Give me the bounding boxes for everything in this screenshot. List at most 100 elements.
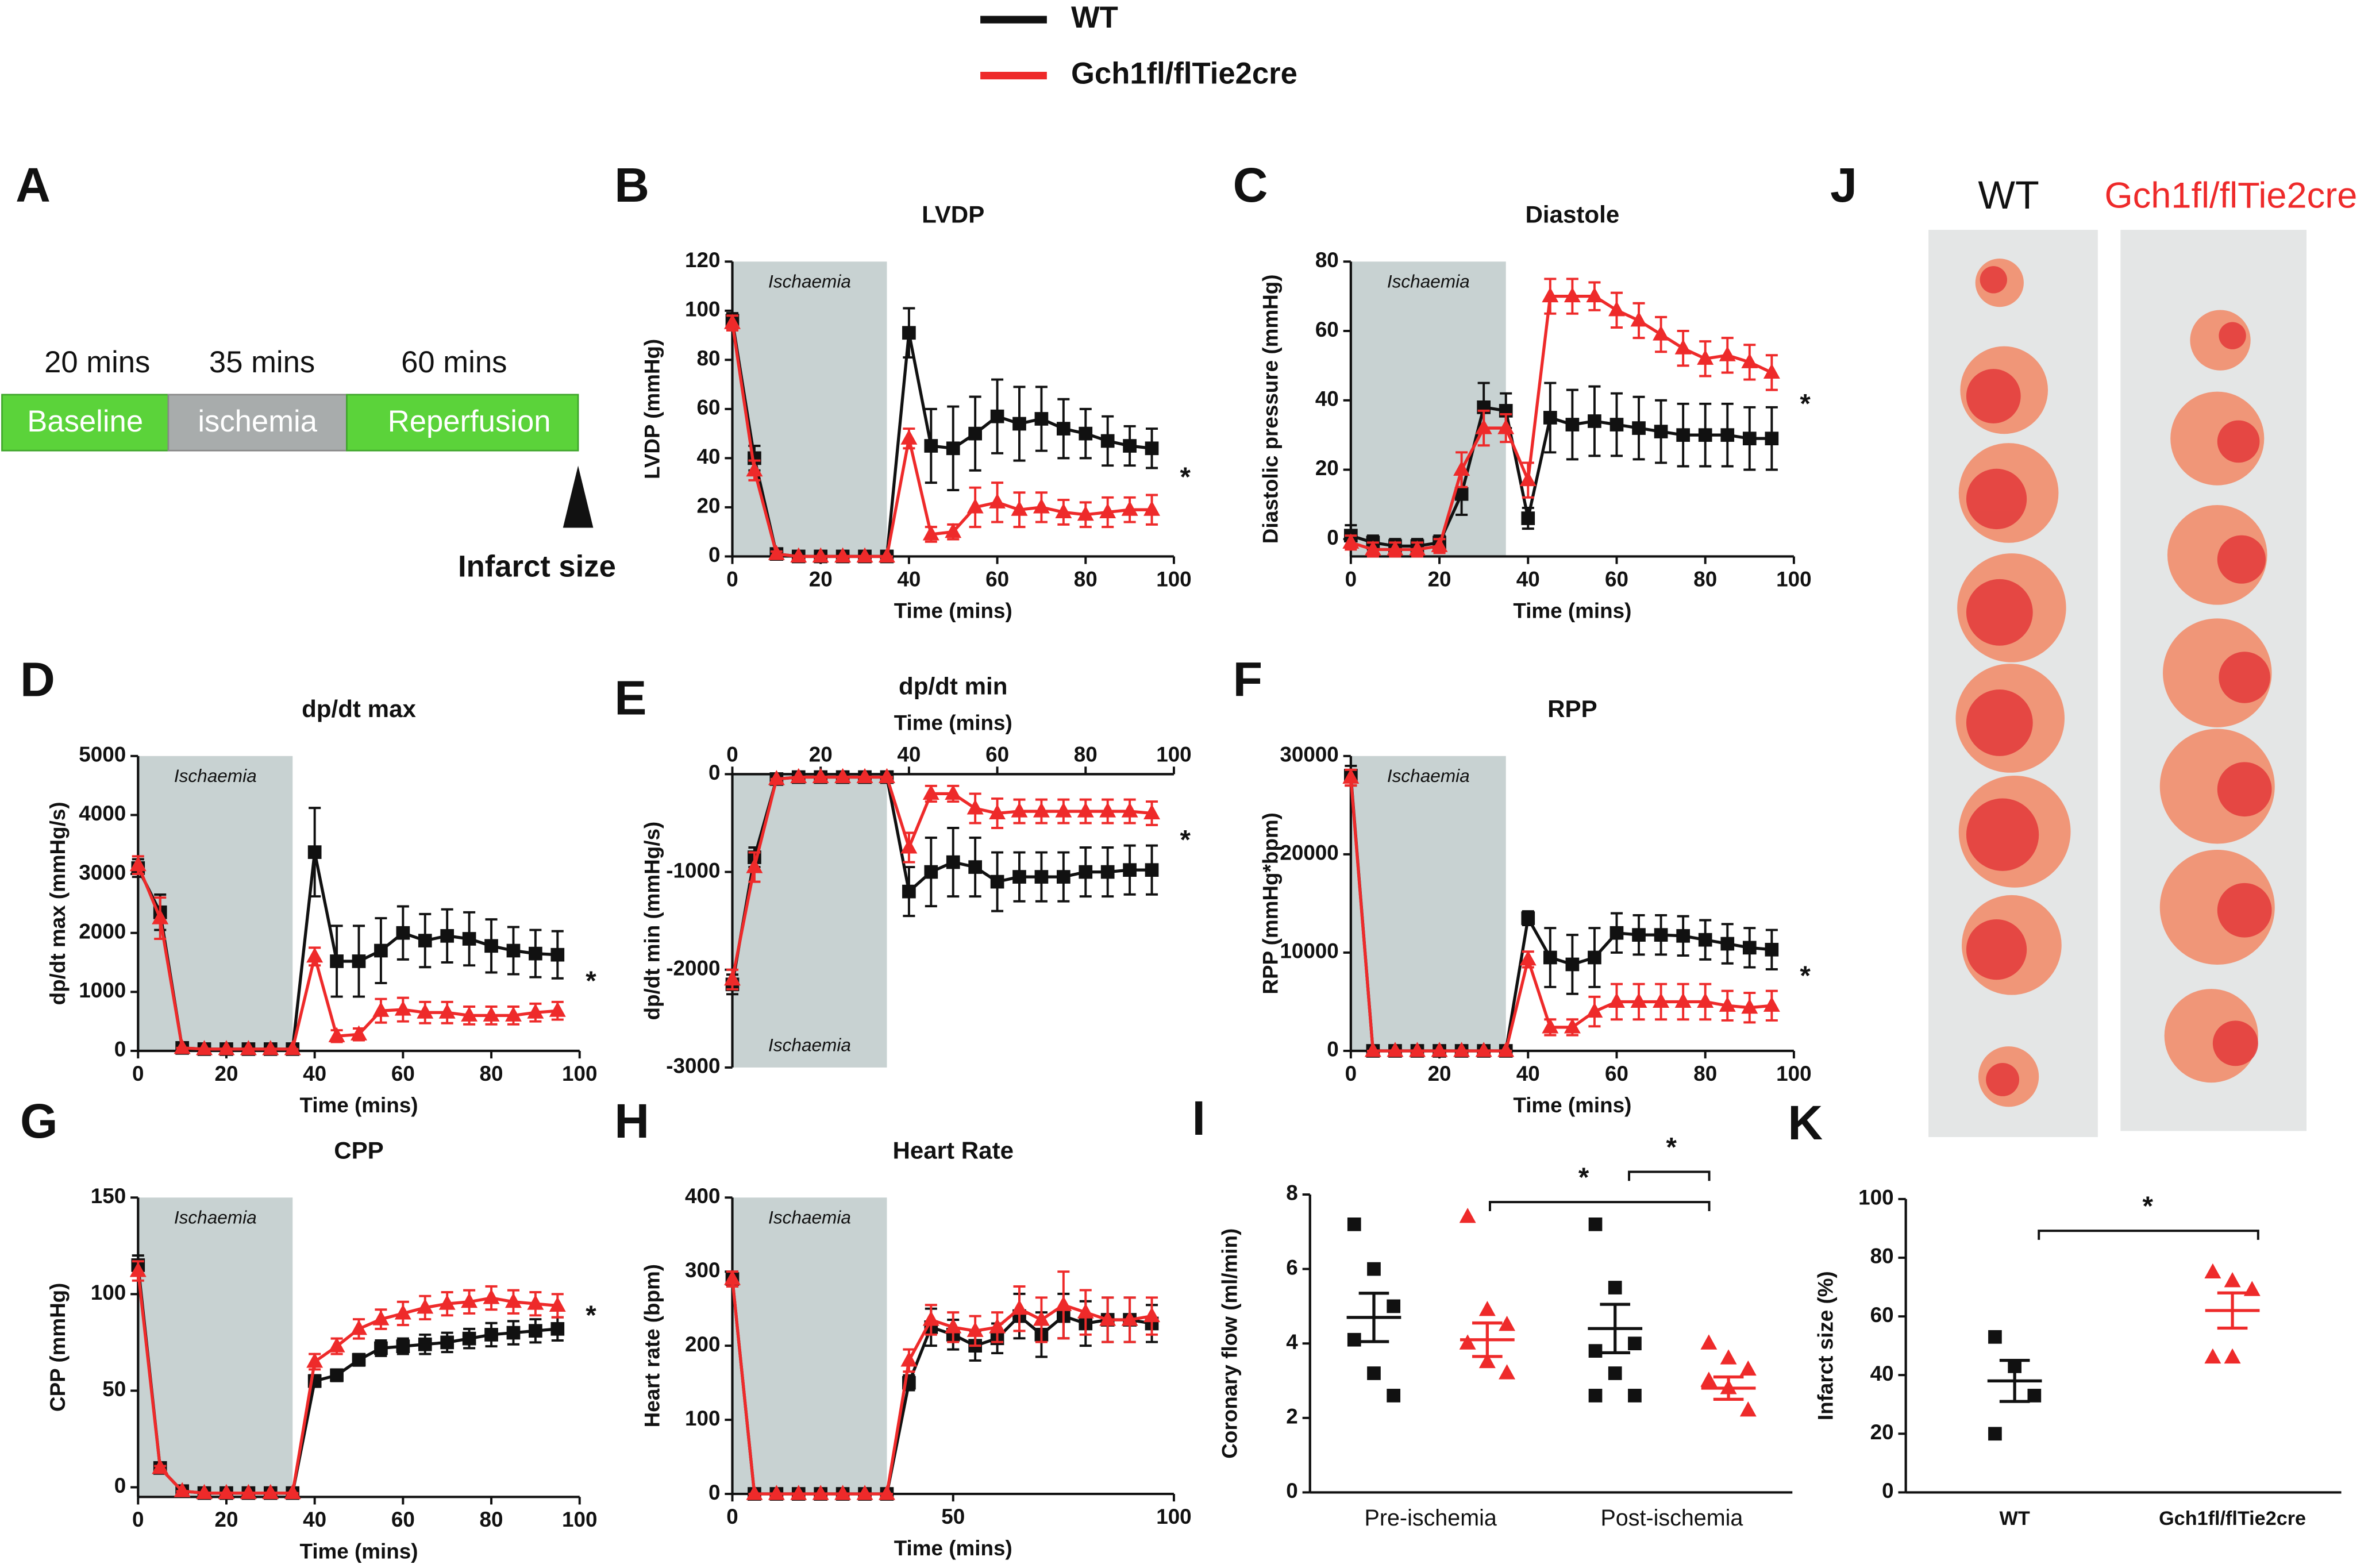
y-tick-label: 4000 [79,802,126,825]
marker [1011,802,1028,818]
phase-label: Reperfusion [388,404,551,438]
marker [945,1318,962,1334]
marker [1431,537,1448,552]
marker [1765,942,1779,957]
y-axis-label: Infarct size (%) [1814,1271,1838,1420]
marker [352,1353,366,1367]
chart-title: Diastole [1525,201,1619,228]
y-axis-label: Coronary flow (ml/min) [1218,1228,1242,1459]
marker [902,326,916,340]
y-tick-label: 30000 [1280,743,1338,766]
marker [394,1000,411,1016]
marker [1012,870,1026,884]
marker [746,1485,763,1500]
marker [2224,1348,2241,1364]
marker [1628,1389,1642,1403]
infarct [2217,762,2272,817]
y-tick-label: 0 [114,1038,126,1061]
x-tick-label: 100 [562,1508,597,1531]
marker [1588,1344,1603,1358]
marker [1143,1307,1160,1323]
marker [1409,1042,1426,1057]
x-tick-label: 80 [480,1508,503,1531]
marker [506,1326,521,1340]
marker [1741,998,1758,1014]
marker [1653,992,1670,1008]
y-tick-label: 5000 [79,743,126,766]
marker [856,1485,873,1500]
marker [1741,353,1758,368]
marker [1387,1299,1401,1313]
marker [1342,533,1360,549]
shade-label: Ischaemia [174,765,257,786]
marker [1475,419,1492,434]
duration-label: 35 mins [209,345,315,379]
marker [372,1310,390,1326]
significance-mark: * [1800,961,1811,991]
marker [924,439,938,453]
marker [438,1003,456,1019]
marker [1763,363,1780,379]
marker [878,768,895,784]
marker [284,1040,301,1055]
panel-letter: E [614,671,646,725]
y-tick-label: 0 [1327,1038,1338,1061]
ischaemia-shade [138,1197,293,1497]
marker [1079,426,1093,441]
marker [152,909,169,924]
marker [2204,1348,2221,1364]
x-tick-label: 40 [897,567,921,591]
x-tick-label: 40 [303,1508,326,1531]
y-tick-label: 40 [696,445,720,468]
infarct [2219,322,2246,349]
marker [307,845,322,859]
marker [1608,1366,1622,1380]
legend-label: Gch1fl/flTie2cre [1071,56,1297,90]
marker [1478,1353,1496,1369]
marker [461,1292,478,1308]
x-tick-label: 80 [1074,743,1098,766]
marker [922,784,939,800]
infarct [1966,468,2027,530]
panel-letter: C [1233,158,1268,212]
marker [1347,1217,1361,1231]
marker [1011,1299,1028,1315]
x-tick-label: 100 [1156,743,1191,766]
marker [878,1485,895,1500]
marker [902,884,916,899]
y-tick-label: 60 [696,396,720,419]
y-axis-label: Diastolic pressure (mmHg) [1259,275,1283,544]
marker [1588,1217,1603,1231]
y-tick-label: 0 [1286,1479,1297,1502]
marker [549,1001,566,1017]
panel-letter: I [1192,1091,1206,1145]
marker [527,1003,544,1019]
x-tick-label: 20 [214,1508,238,1531]
y-tick-label: 0 [708,761,720,784]
marker [306,947,324,963]
y-tick-label: 6 [1286,1255,1297,1279]
phase-box [1,394,170,452]
panel-letter: B [614,158,649,212]
marker [1742,941,1757,955]
duration-label: 20 mins [44,345,150,379]
x-tick-label: 60 [1605,567,1628,591]
y-tick-label: 50 [102,1377,126,1401]
marker [946,855,960,869]
marker [529,1324,542,1338]
marker [374,1341,388,1355]
marker [834,547,852,563]
marker [396,1339,410,1353]
marker [945,784,962,800]
shade-label: Ischaemia [1387,271,1470,291]
marker [196,1484,213,1500]
marker [856,547,873,563]
chart-title: dp/dt max [302,695,416,722]
marker [417,1003,434,1019]
marker [1143,804,1160,819]
marker [484,939,498,953]
marker [440,929,455,943]
infarct [1966,919,2027,980]
